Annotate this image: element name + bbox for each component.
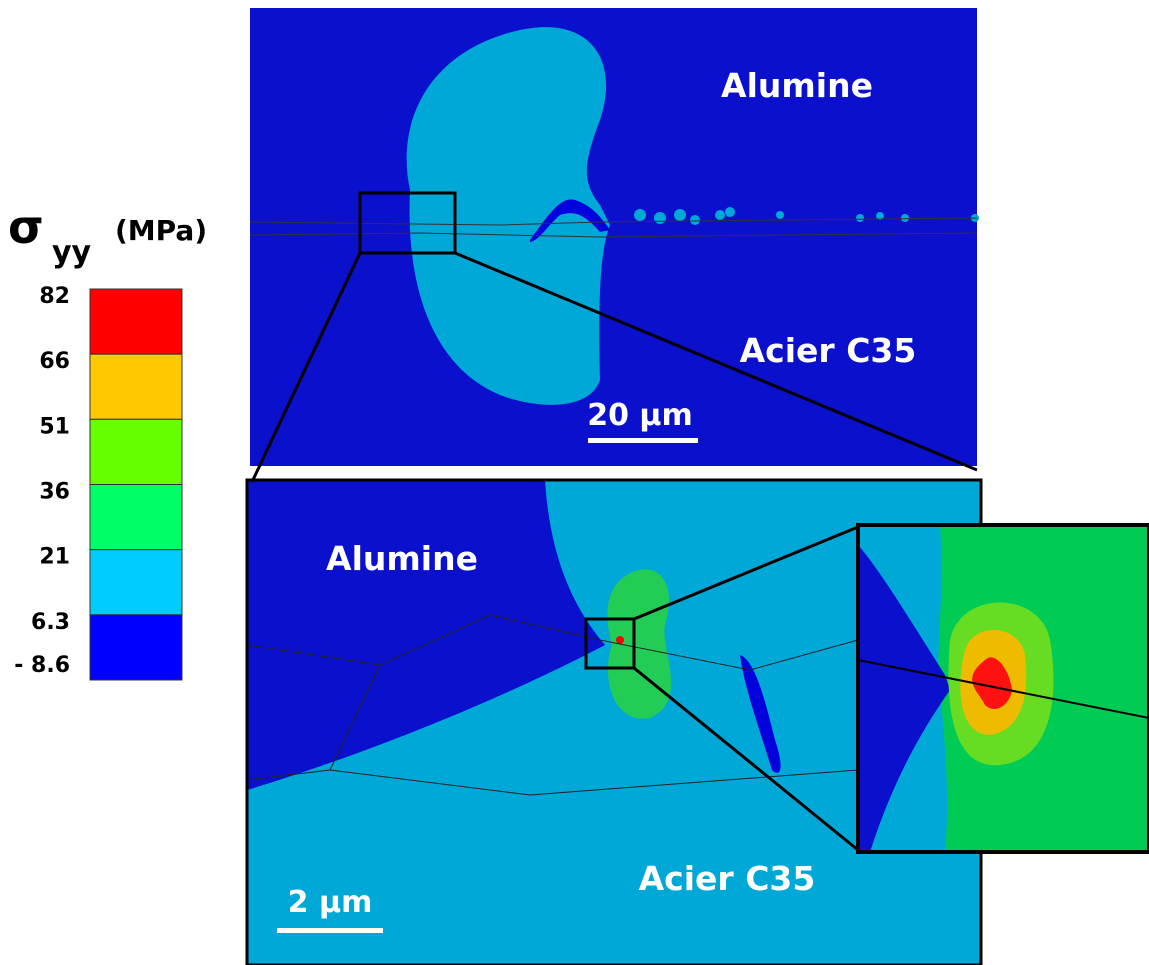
legend-subscript: yy (52, 235, 92, 270)
zoom-box (358, 191, 457, 255)
level-label: 6.3 (31, 610, 70, 635)
defect-spots (634, 207, 979, 225)
connectors (250, 251, 978, 852)
alumina-region (247, 480, 605, 790)
inset (856, 523, 1149, 854)
grain-boundary (246, 614, 859, 796)
color-band (89, 614, 183, 681)
material-label: Alumine (326, 539, 478, 578)
color-band (89, 353, 183, 420)
scale-bar (588, 438, 698, 443)
level-label: 82 (39, 284, 70, 309)
color-band (89, 549, 183, 616)
material-label: Alumine (721, 66, 873, 105)
interface-line (249, 217, 978, 238)
stress-region (607, 569, 672, 719)
legend-unit: (MPa) (115, 214, 207, 247)
defect (530, 199, 610, 242)
color-band (89, 288, 183, 355)
level-label: 66 (39, 349, 70, 374)
scale-bar (277, 928, 383, 933)
zoom-box (584, 617, 636, 670)
color-band (89, 484, 183, 551)
stress-region (406, 27, 610, 405)
color-band (89, 418, 183, 486)
top-panel: Alumine Acier C35 20 µm (249, 8, 979, 466)
inset-dark-region (858, 545, 950, 852)
defect (740, 655, 781, 773)
inset-border (856, 523, 1149, 854)
level-label: 51 (39, 414, 70, 439)
material-label: Acier C35 (639, 859, 816, 898)
scale-bar-label: 20 µm (587, 398, 693, 433)
level-label: 36 (39, 480, 70, 505)
material-label: Acier C35 (740, 331, 917, 370)
legend: σ yy (MPa) 82 66 51 36 21 6.3 - 8.6 (8, 200, 207, 681)
contour (972, 657, 1012, 710)
scale-bar-label: 2 µm (288, 885, 373, 920)
level-label: 21 (39, 545, 70, 570)
level-label: - 8.6 (14, 653, 70, 678)
grain-boundary (857, 659, 1149, 719)
legend-symbol: σ (8, 200, 44, 254)
hot-spot (616, 636, 624, 644)
